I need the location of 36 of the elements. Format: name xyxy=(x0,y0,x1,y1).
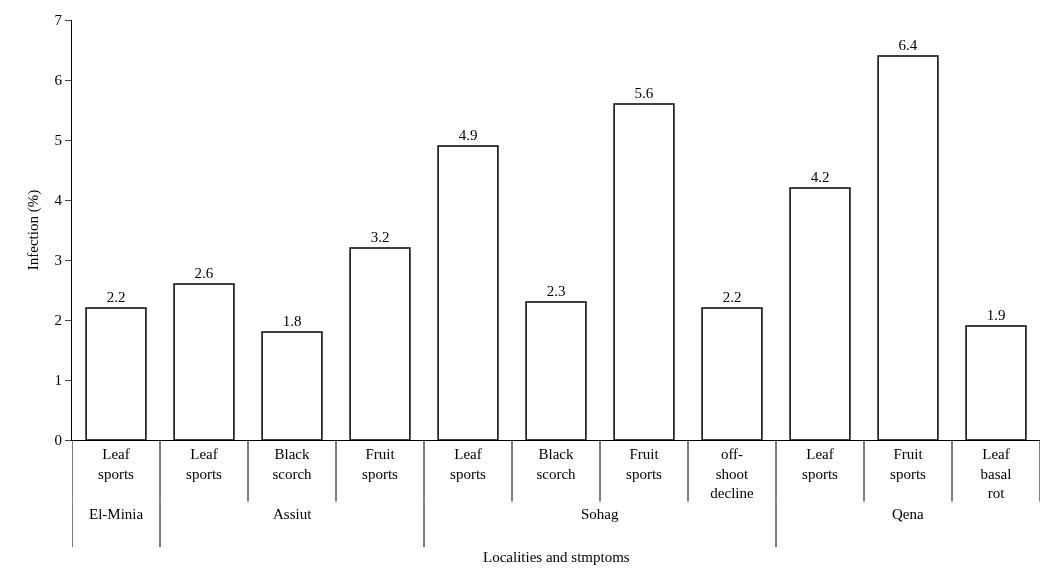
x-tick-label: Fruit sports xyxy=(890,446,927,482)
data-label: 4.2 xyxy=(810,169,830,185)
x-tick-label: Leaf sports xyxy=(802,446,839,482)
data-label: 2.3 xyxy=(546,283,566,299)
data-label: 2.6 xyxy=(194,265,214,281)
data-label: 3.2 xyxy=(370,229,390,245)
data-label: 2.2 xyxy=(722,289,742,305)
y-tick-label: 7 xyxy=(54,12,63,29)
y-tick-label: 5 xyxy=(54,132,62,149)
data-label: 4.9 xyxy=(458,127,478,143)
y-tick-label: 1 xyxy=(54,372,62,389)
data-label: 6.4 xyxy=(898,37,918,53)
x-tick-label: off- shoot decline xyxy=(710,446,754,501)
y-tick-label: 3 xyxy=(54,252,62,269)
x-tick-label: Black scorch xyxy=(272,446,313,482)
x-tick-label: Leaf basal rot xyxy=(980,446,1012,501)
text: Qena xyxy=(892,506,924,522)
y-tick-label: 0 xyxy=(54,432,62,449)
x-tick-label: Leaf sports xyxy=(186,446,223,482)
data-label: 1.9 xyxy=(986,307,1006,323)
text: El-Minia xyxy=(89,506,144,522)
x-tick-label: Fruit sports xyxy=(626,446,663,482)
text: Assiut xyxy=(273,506,313,522)
y-tick-label: 2 xyxy=(54,312,62,329)
data-label: 1.8 xyxy=(282,313,302,329)
data-label: 2.2 xyxy=(106,289,126,305)
x-tick-label: Fruit sports xyxy=(362,446,399,482)
y-tick-label: 4 xyxy=(54,192,63,209)
text: Sohag xyxy=(581,506,619,522)
y-axis-title: Infection (%) xyxy=(24,189,42,271)
y-tick-label: 6 xyxy=(54,72,63,89)
data-label: 5.6 xyxy=(634,85,654,101)
x-tick-label: Leaf sports xyxy=(450,446,487,482)
x-tick-label: Black scorch xyxy=(536,446,577,482)
x-axis-title: Localities and stmptoms xyxy=(483,549,630,565)
x-tick-label: Leaf sports xyxy=(98,446,135,482)
